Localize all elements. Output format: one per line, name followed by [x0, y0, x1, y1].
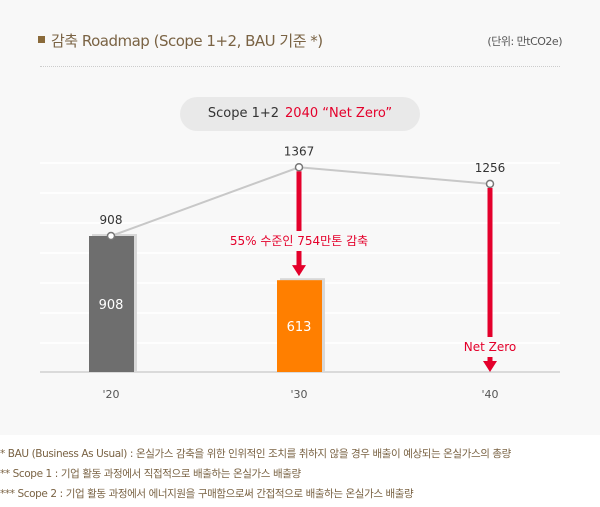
- banner-prefix: Scope 1+2: [207, 106, 280, 121]
- reduction-arrow-shaft: [487, 357, 493, 362]
- footnote-scope1: ** Scope 1 : 기업 활동 과정에서 직접적으로 배출하는 온실가스 …: [0, 468, 301, 480]
- banner-highlight: 2040 “Net Zero”: [285, 106, 393, 121]
- bar-1: [277, 280, 322, 372]
- bullet-square-icon: [38, 36, 45, 43]
- reduction-arrow-shaft: [296, 171, 302, 231]
- x-tick-label: '30: [290, 388, 307, 401]
- bau-point: [485, 179, 495, 189]
- roadmap-chart: 908 613 '20 '30 '40 55% 수준인 754만톤 감축 Net Zero 9…: [40, 144, 560, 401]
- bar-value-label: 613: [287, 320, 312, 335]
- reduction-arrow-shaft: [487, 187, 493, 337]
- arrow-down-icon: [483, 361, 497, 372]
- bau-value-label: 908: [100, 213, 123, 227]
- x-tick-label: '40: [481, 388, 498, 401]
- footnote-scope2: *** Scope 2 : 기업 활동 과정에서 에너지원을 구매함으로써 간접…: [0, 488, 414, 500]
- annotation-label: 55% 수준인 754만톤 감축: [230, 234, 368, 248]
- bar-0: [89, 236, 134, 372]
- arrow-down-icon: [292, 265, 306, 277]
- target-banner: Scope 1+2 2040 “Net Zero”: [180, 97, 420, 131]
- bar-value-label: 908: [99, 298, 124, 313]
- bau-point: [106, 231, 116, 241]
- footnote-bau: * BAU (Business As Usual) : 온실가스 감축을 위한 …: [0, 448, 511, 460]
- x-tick-label: '20: [102, 388, 119, 401]
- chart-title: 감축 Roadmap (Scope 1+2, BAU 기준 *): [38, 30, 323, 51]
- divider: [40, 66, 560, 67]
- title-text: 감축 Roadmap (Scope 1+2, BAU 기준 *): [51, 32, 323, 50]
- reduction-arrow-shaft: [296, 251, 302, 267]
- annotation-label: Net Zero: [464, 340, 517, 354]
- bau-point: [294, 163, 304, 172]
- bau-value-label: 1367: [284, 144, 315, 158]
- bau-value-label: 1256: [475, 161, 506, 175]
- unit-label: (단위: 만tCO2e): [487, 35, 562, 48]
- footnotes: * BAU (Business As Usual) : 온실가스 감축을 위한 …: [0, 444, 511, 504]
